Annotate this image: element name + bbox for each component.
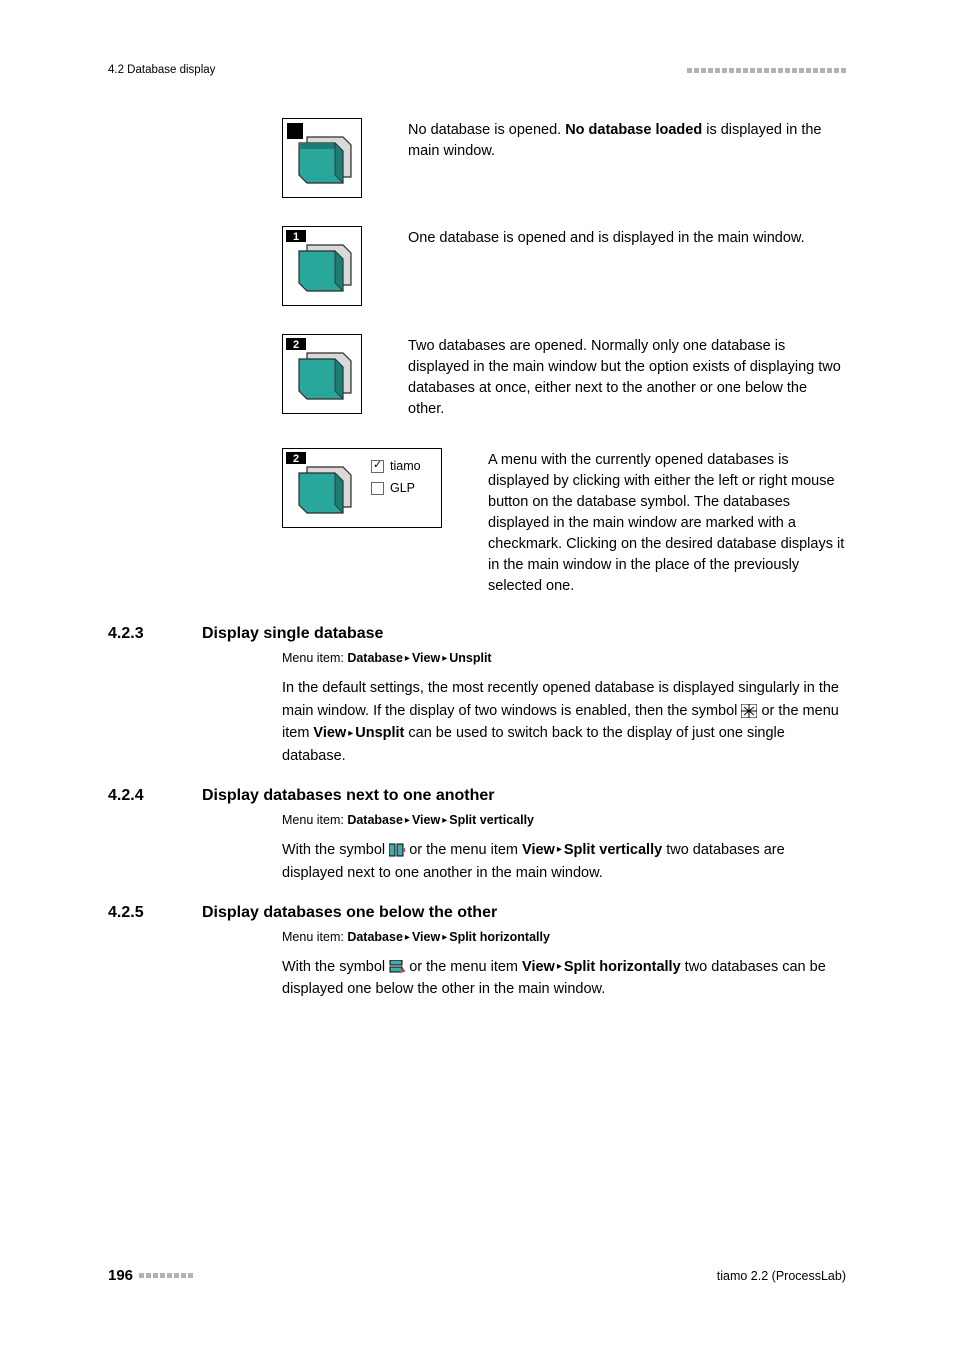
section-body-425: With the symbol or the menu item View▸Sp… [282,956,846,1001]
icon-row-menu: 2 tiamo [282,448,846,597]
para-pre: With the symbol [282,842,389,858]
decorative-dots-right [687,68,846,73]
menu-path-424: Menu item: Database▸View▸Split verticall… [282,813,846,827]
icon-cell: 2 tiamo [282,448,488,528]
path-bold: Split vertically [564,842,662,858]
page-footer: 196 tiamo 2.2 (ProcessLab) [108,1267,846,1284]
icon-cell: 2 [282,334,408,414]
triangle-icon: ▸ [346,728,355,739]
path-bold: View [522,842,555,858]
badge-2: 2 [285,337,307,351]
icon-cell [282,118,408,198]
icon-row-one-db: 1 One database is opened and is displaye… [282,226,846,306]
triangle-icon: ▸ [403,815,412,826]
path-bold: Split horizontally [564,959,681,975]
split-horizontal-icon [389,959,405,973]
folder-icon-one-db: 1 [282,226,362,306]
para-pre: With the symbol [282,959,389,975]
menu-label: tiamo [390,459,421,473]
section-path: 4.2 Database display [108,64,215,76]
section-number: 4.2.3 [108,625,202,643]
para-mid: or the menu item [405,842,522,858]
section-title: Display databases one below the other [202,904,497,922]
section-title: Display single database [202,625,383,643]
page-number-block: 196 [108,1267,193,1284]
menu-item-tiamo[interactable]: tiamo [365,455,441,477]
para-mid: or the menu item [405,959,522,975]
menu-label: GLP [390,481,415,495]
menu-path-423: Menu item: Database▸View▸Unsplit [282,651,846,665]
path-bold: View [522,959,555,975]
path-part: Database [347,930,403,944]
path-part: View [412,651,440,665]
folder-icon-no-db [282,118,362,198]
desc-text: A menu with the currently opened databas… [488,452,844,594]
section-body-423: In the default settings, the most recent… [282,677,846,767]
desc-text: Two databases are opened. Normally only … [408,338,841,417]
footer-product: tiamo 2.2 (ProcessLab) [717,1269,846,1283]
badge-1: 1 [285,229,307,243]
section-heading-423: 4.2.3 Display single database [108,625,846,643]
section-body-424: With the symbol or the menu item View▸Sp… [282,839,846,884]
db-context-menu[interactable]: tiamo GLP [365,449,441,527]
split-vertical-icon [389,842,405,856]
menu-label: Menu item: [282,651,347,665]
row-desc: A menu with the currently opened databas… [488,448,846,597]
path-part: Unsplit [449,651,491,665]
icon-row-no-db: No database is opened. No database loade… [282,118,846,198]
row-desc: Two databases are opened. Normally only … [408,334,846,420]
section-heading-425: 4.2.5 Display databases one below the ot… [108,904,846,922]
triangle-icon: ▸ [403,653,412,664]
badge-2b: 2 [285,451,307,465]
path-part: View [412,930,440,944]
desc-text: One database is opened and is displayed … [408,230,805,246]
page-number: 196 [108,1267,133,1284]
triangle-icon: ▸ [555,961,564,972]
page-header: 4.2 Database display [108,64,846,76]
checkbox-unchecked-icon [371,482,384,495]
path-part: View [412,813,440,827]
triangle-icon: ▸ [440,932,449,943]
folder-icon-with-menu: 2 tiamo [282,448,442,528]
path-part: Database [347,813,403,827]
path-bold: Unsplit [355,725,404,741]
menu-label: Menu item: [282,813,347,827]
desc-bold: No database loaded [565,122,702,138]
path-part: Split vertically [449,813,534,827]
menu-path-425: Menu item: Database▸View▸Split horizonta… [282,930,846,944]
desc-text: No database is opened. [408,122,565,138]
section-heading-424: 4.2.4 Display databases next to one anot… [108,787,846,805]
triangle-icon: ▸ [440,653,449,664]
row-desc: One database is opened and is displayed … [408,226,846,249]
section-title: Display databases next to one another [202,787,495,805]
menu-item-glp[interactable]: GLP [365,477,441,499]
triangle-icon: ▸ [403,932,412,943]
section-number: 4.2.4 [108,787,202,805]
row-desc: No database is opened. No database loade… [408,118,846,162]
triangle-icon: ▸ [440,815,449,826]
path-part: Database [347,651,403,665]
icon-cell: 1 [282,226,408,306]
checkbox-checked-icon [371,460,384,473]
menu-label: Menu item: [282,930,347,944]
unsplit-icon [741,703,757,717]
path-part: Split horizontally [449,930,550,944]
section-number: 4.2.5 [108,904,202,922]
badge-blank [287,123,303,139]
triangle-icon: ▸ [555,844,564,855]
icon-row-two-db: 2 Two databases are opened. Normally onl… [282,334,846,420]
folder-icon-two-db: 2 [282,334,362,414]
decorative-dots-left [139,1273,193,1278]
path-bold: View [313,725,346,741]
